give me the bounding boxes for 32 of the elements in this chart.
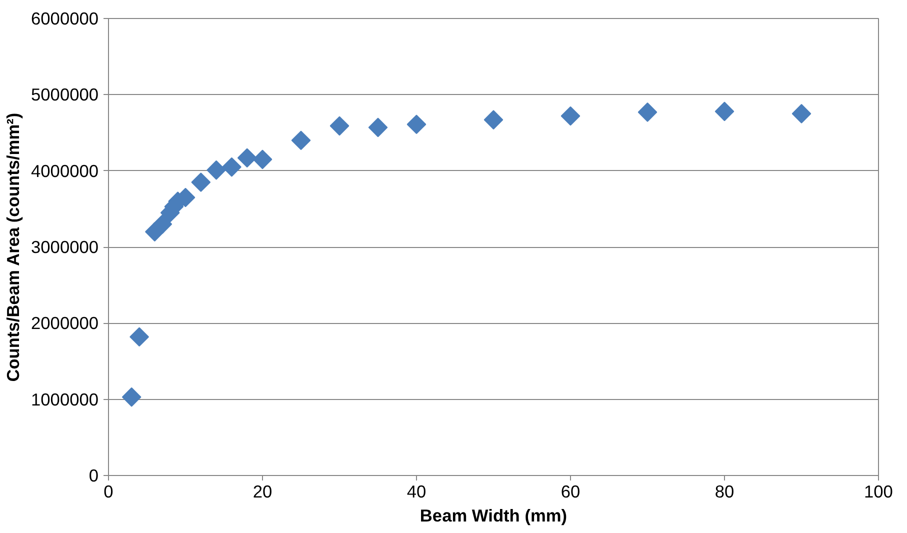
point xyxy=(206,160,226,180)
point xyxy=(792,104,812,124)
x-axis-title: Beam Width (mm) xyxy=(420,506,568,526)
y-tick-label: 1000000 xyxy=(31,389,99,410)
point xyxy=(122,387,142,407)
point xyxy=(484,110,504,130)
point xyxy=(330,116,350,136)
point xyxy=(368,118,388,138)
y-tick-label: 3000000 xyxy=(31,237,99,257)
x-tick-label: 40 xyxy=(406,482,426,502)
y-tick-label: 2000000 xyxy=(31,313,99,334)
point xyxy=(252,150,272,170)
x-tick-label: 0 xyxy=(104,482,114,502)
x-tick-label: 20 xyxy=(252,482,272,502)
y-tick-label: 5000000 xyxy=(31,84,99,105)
point xyxy=(406,114,426,134)
point xyxy=(638,102,658,122)
point xyxy=(130,327,149,347)
x-tick-label: 60 xyxy=(560,482,580,502)
point xyxy=(222,157,242,177)
point xyxy=(237,148,257,168)
y-tick-label: 6000000 xyxy=(31,8,99,28)
y-axis-title: Counts/Beam Area (counts/mm²) xyxy=(3,112,24,382)
x-tick-label: 100 xyxy=(864,482,893,502)
x-tick-label: 80 xyxy=(714,482,734,502)
point xyxy=(291,130,311,150)
point xyxy=(560,106,580,126)
y-tick-label: 0 xyxy=(88,466,99,486)
y-tick-label: 4000000 xyxy=(31,160,99,181)
point xyxy=(714,102,734,122)
point xyxy=(152,214,172,234)
point xyxy=(191,172,211,192)
